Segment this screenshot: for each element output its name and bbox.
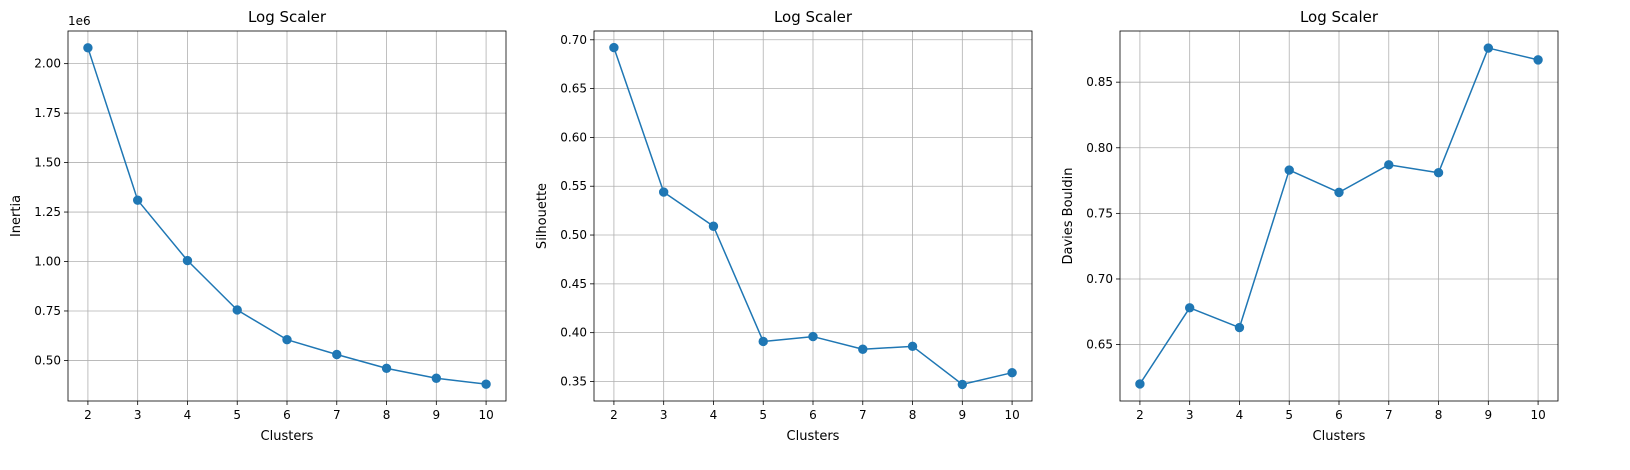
y-axis-label: Inertia — [9, 195, 24, 237]
data-point — [1384, 160, 1394, 170]
x-tick-label: 10 — [478, 408, 493, 422]
y-tick-label: 0.70 — [560, 33, 587, 47]
x-tick-label: 6 — [809, 408, 817, 422]
data-point — [708, 221, 719, 231]
data-point — [332, 349, 342, 360]
chart-panel-2: 2 3 4 5 6 7 8 9 10 0.35 0.40 0.45 0.50 0.55 0.60 0.65 0.… — [535, 8, 1033, 444]
x-tick-label: 9 — [958, 408, 966, 422]
x-axis-label: Clusters — [261, 429, 314, 444]
y-tick-label: 0.80 — [1086, 141, 1113, 155]
data-point — [1533, 55, 1543, 65]
data-point — [1483, 43, 1494, 53]
x-tick-label: 7 — [333, 408, 341, 422]
x-tick-label: 10 — [1530, 408, 1545, 422]
data-point — [1334, 187, 1344, 198]
x-tick-label: 7 — [859, 408, 867, 422]
data-point — [182, 255, 193, 266]
data-point — [609, 42, 619, 53]
y-offset-label: 1e6 — [68, 14, 91, 28]
y-tick-label: 0.60 — [560, 130, 587, 144]
x-tick-label: 4 — [710, 408, 718, 422]
x-tick-label: 9 — [1484, 408, 1492, 422]
data-point — [758, 336, 768, 347]
data-point — [1234, 322, 1245, 333]
data-point — [83, 43, 93, 53]
data-point — [1007, 367, 1017, 378]
x-tick-label: 4 — [184, 408, 192, 422]
y-tick-label: 0.75 — [1086, 206, 1113, 220]
x-tick-label: 7 — [1385, 408, 1393, 422]
y-tick-label: 2.00 — [34, 57, 61, 71]
y-axis-label: Davies Bouldin — [1061, 167, 1076, 264]
y-tick-label: 0.55 — [560, 179, 587, 193]
y-tick-label: 1.50 — [34, 156, 61, 170]
x-tick-label: 2 — [610, 408, 618, 422]
y-tick-label: 0.65 — [560, 82, 587, 96]
chart-title: Log Scaler — [774, 8, 853, 26]
x-tick-label: 5 — [1285, 408, 1293, 422]
x-tick-label: 4 — [1236, 408, 1244, 422]
data-point — [907, 341, 918, 352]
data-point — [282, 334, 292, 345]
chart-panel-1: 2 3 4 5 6 7 8 9 10 0.50 0.75 1.00 1.25 1.50 1.75 2.00 1e… — [9, 8, 507, 444]
data-point — [1184, 303, 1195, 313]
x-tick-label: 6 — [1335, 408, 1343, 422]
y-tick-label: 0.35 — [560, 374, 587, 388]
x-tick-label: 8 — [909, 408, 917, 422]
data-point — [481, 379, 491, 389]
y-tick-label: 1.00 — [34, 255, 61, 269]
x-tick-label: 6 — [283, 408, 291, 422]
x-tick-label: 10 — [1004, 408, 1019, 422]
data-point — [381, 363, 392, 374]
y-tick-label: 0.75 — [34, 304, 61, 318]
x-axis-label: Clusters — [787, 429, 840, 444]
data-point — [658, 187, 669, 197]
data-point — [1433, 168, 1444, 178]
chart-title: Log Scaler — [1300, 8, 1379, 26]
x-axis-label: Clusters — [1313, 429, 1366, 444]
y-tick-label: 0.50 — [560, 228, 587, 242]
x-tick-label: 9 — [432, 408, 440, 422]
x-tick-label: 3 — [660, 408, 668, 422]
x-tick-label: 5 — [233, 408, 241, 422]
y-tick-label: 1.25 — [34, 205, 61, 219]
y-tick-label: 0.85 — [1086, 75, 1113, 89]
y-tick-label: 0.50 — [34, 353, 61, 367]
x-tick-label: 2 — [84, 408, 92, 422]
x-tick-label: 5 — [759, 408, 767, 422]
x-tick-label: 2 — [1136, 408, 1144, 422]
x-tick-label: 8 — [1435, 408, 1443, 422]
data-point — [431, 373, 442, 383]
data-point — [957, 379, 968, 390]
data-point — [808, 331, 818, 342]
data-point — [1284, 165, 1294, 175]
y-tick-label: 0.45 — [560, 277, 587, 291]
y-tick-label: 0.40 — [560, 326, 587, 340]
x-tick-label: 3 — [1186, 408, 1194, 422]
data-point — [858, 344, 868, 354]
data-point — [1135, 379, 1145, 389]
data-point — [132, 195, 143, 205]
y-tick-label: 0.70 — [1086, 272, 1113, 286]
chart-panel-3: 2 3 4 5 6 7 8 9 10 0.65 0.70 0.75 0.80 0.85 Log Scaler… — [1061, 8, 1559, 444]
data-point — [232, 305, 242, 315]
y-tick-label: 0.65 — [1086, 338, 1113, 352]
y-tick-label: 1.75 — [34, 106, 61, 120]
x-tick-label: 8 — [383, 408, 391, 422]
y-axis-label: Silhouette — [535, 183, 550, 249]
x-tick-label: 3 — [134, 408, 142, 422]
chart-title: Log Scaler — [248, 8, 327, 26]
